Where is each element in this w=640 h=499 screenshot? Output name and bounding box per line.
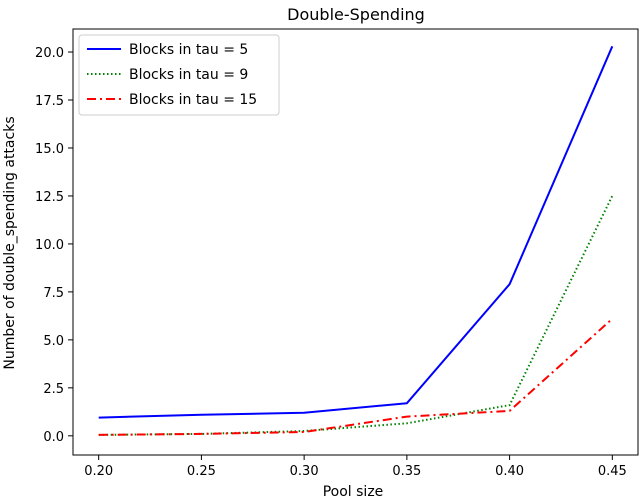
series-line-1: [98, 45, 614, 419]
legend-box: [78, 34, 280, 116]
x-tick-label: 0.30: [290, 464, 319, 479]
x-axis: 0.20 0.25 0.30 0.35 0.40 0.45: [84, 455, 627, 479]
axes-frame: [72, 28, 639, 456]
y-tick-label: 10.0: [35, 238, 64, 253]
chart-title: Double-Spending: [287, 5, 425, 24]
legend-label: Blocks in tau = 5: [129, 42, 248, 58]
y-tick-label: 0.0: [43, 430, 64, 445]
y-axis: 0.0 2.5 5.0 7.5 10.0 12.5 15.0 17.5 20.0: [35, 46, 73, 445]
plot-area: [98, 45, 614, 436]
x-axis-label: Pool size: [323, 484, 384, 499]
series-line-3: [98, 318, 613, 436]
y-tick-label: 20.0: [35, 46, 64, 61]
y-tick-label: 17.5: [35, 94, 64, 109]
series-line-2: [98, 195, 614, 436]
legend-label: Blocks in tau = 15: [129, 92, 257, 108]
x-tick-label: 0.25: [187, 464, 216, 479]
y-tick-label: 7.5: [43, 286, 64, 301]
x-tick-label: 0.35: [392, 464, 421, 479]
legend-label: Blocks in tau = 9: [129, 67, 248, 83]
legend: Blocks in tau = 5 Blocks in tau = 9 Blocks…: [78, 34, 280, 116]
y-tick-label: 5.0: [43, 334, 64, 349]
x-tick-label: 0.20: [84, 464, 113, 479]
y-axis-label: Number of double_spending attacks: [2, 116, 18, 369]
x-tick-label: 0.45: [598, 464, 627, 479]
y-tick-label: 15.0: [35, 142, 64, 157]
y-tick-label: 12.5: [35, 190, 64, 205]
plot-frame: [72, 28, 639, 456]
y-tick-label: 2.5: [43, 382, 64, 397]
x-tick-label: 0.40: [495, 464, 524, 479]
